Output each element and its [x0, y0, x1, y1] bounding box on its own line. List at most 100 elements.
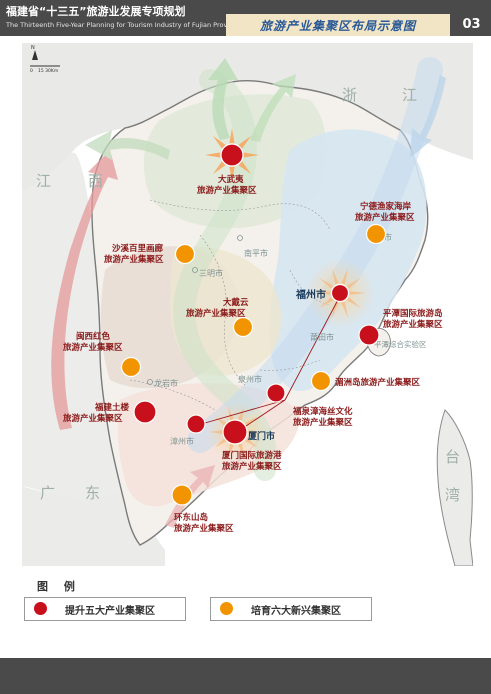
- region-zhejiang-1: 浙: [342, 86, 357, 104]
- neighbor-north: [22, 43, 473, 190]
- sun-ray: [331, 268, 339, 285]
- city-zhangzhou: 漳州市: [170, 436, 194, 446]
- sun-ray: [318, 277, 334, 289]
- label-silk-2: 旅游产业集聚区: [292, 417, 353, 428]
- sun-ray: [341, 301, 349, 318]
- page-header: 福建省“十三五”旅游业发展专项规划 The Thirteenth Five-Ye…: [0, 0, 491, 36]
- label-pingtan-2: 旅游产业集聚区: [382, 319, 443, 330]
- page-footer: [0, 658, 491, 694]
- label-minxi-2: 旅游产业集聚区: [62, 342, 123, 353]
- marker-meizhou[interactable]: [310, 370, 332, 392]
- taiwan-island: [436, 409, 473, 566]
- sun-ray: [238, 161, 252, 175]
- region-zhejiang-2: 江: [402, 86, 417, 104]
- city-quanzhou: 泉州市: [238, 374, 262, 384]
- cluster-labels: 大武夷 旅游产业集聚区 宁德渔家海岸 旅游产业集聚区 沙溪百里画廊 旅游产业集聚…: [62, 174, 443, 534]
- arrow-northeast-blue: [410, 75, 446, 158]
- sun-ray: [245, 437, 258, 448]
- sun-ray: [346, 277, 362, 289]
- label-ningde-1: 宁德渔家海岸: [360, 201, 412, 212]
- sun-ray: [212, 161, 226, 175]
- marker-ningde[interactable]: [365, 223, 387, 245]
- region-guangdong-2: 东: [85, 484, 100, 502]
- map-svg: N 0 15 30Km 浙 江 江 西 广 东 台 湾 南平市 三明市 宁德市 …: [22, 43, 473, 566]
- sun-ray: [237, 443, 245, 457]
- city-borders: [129, 199, 331, 411]
- city-xiamen: 厦门市: [248, 430, 275, 442]
- label-minxi-1: 闽西红色: [76, 331, 111, 342]
- marker-shaxi[interactable]: [174, 243, 196, 265]
- label-wuyishan-1: 大武夷: [218, 174, 244, 185]
- sun-ray: [245, 416, 258, 427]
- label-tulou-1: 福建土楼: [94, 402, 130, 413]
- document-title-english: The Thirteenth Five-Year Planning for To…: [6, 21, 241, 29]
- label-wuyishan-2: 旅游产业集聚区: [196, 185, 257, 196]
- marker-zhangzhou-silk[interactable]: [186, 414, 206, 434]
- sun-ray: [205, 152, 221, 158]
- sun-ray: [248, 429, 262, 435]
- label-ningde-2: 旅游产业集聚区: [354, 212, 415, 223]
- sun-ray: [214, 437, 227, 448]
- label-xiamen-1: 厦门国际旅游港: [222, 450, 282, 461]
- nanping-marker: [237, 235, 243, 241]
- label-shaxi-2: 旅游产业集聚区: [103, 254, 164, 265]
- sun-ray: [341, 268, 349, 285]
- label-dongshan-1: 环东山岛: [174, 512, 208, 523]
- wuyishan-rays: [205, 128, 259, 182]
- sanming-marker: [192, 267, 198, 273]
- scale-bar: N 0 15 30Km: [30, 45, 60, 74]
- marker-xiamen[interactable]: [222, 419, 248, 445]
- label-daiyun-1: 大戴云: [223, 297, 249, 308]
- label-xiamen-2: 旅游产业集聚区: [221, 461, 282, 472]
- legend-item-orange: 培育六大新兴集聚区: [210, 597, 372, 621]
- sun-ray: [229, 128, 235, 144]
- marker-dongshan[interactable]: [171, 484, 193, 506]
- sun-ray: [227, 443, 235, 457]
- sun-ray: [331, 301, 339, 318]
- region-guangdong-1: 广: [40, 484, 55, 502]
- sun-ray: [229, 166, 235, 182]
- marker-daiyun[interactable]: [232, 316, 254, 338]
- page-number: 03: [462, 17, 481, 32]
- legend-title: 图 例: [37, 580, 81, 593]
- marker-quanzhou-silk[interactable]: [266, 383, 286, 403]
- map-title: 旅游产业集聚区布局示意图: [260, 19, 417, 33]
- development-arrows: [51, 58, 446, 528]
- arrow-north-east-green: [250, 74, 296, 142]
- sun-ray: [243, 152, 259, 158]
- sun-ray: [212, 135, 226, 149]
- arrow-north-green: [208, 58, 238, 140]
- sun-ray: [227, 407, 235, 421]
- neighbor-west: [22, 152, 125, 502]
- region-taiwan-1: 台: [445, 448, 460, 466]
- marker-pingtan[interactable]: [358, 324, 380, 346]
- label-shaxi-1: 沙溪百里画廊: [112, 243, 164, 254]
- sun-ray: [238, 135, 252, 149]
- city-nanping: 南平市: [244, 248, 268, 258]
- label-pingtan-1: 平潭国际旅游岛: [383, 308, 443, 319]
- sun-ray: [349, 291, 366, 295]
- fuzhou-rays: [314, 268, 366, 318]
- marker-minxi[interactable]: [120, 356, 142, 378]
- region-taiwan-2: 湾: [445, 486, 460, 504]
- city-fuzhou: 福州市: [295, 288, 326, 301]
- north-label: N: [31, 45, 35, 51]
- city-pingtan-zone: 平潭综合实验区: [374, 339, 427, 349]
- scale-label: 15 30Km: [38, 68, 58, 74]
- region-labels: 浙 江 江 西 广 东 台 湾: [36, 86, 460, 504]
- marker-wuyishan[interactable]: [220, 143, 244, 167]
- north-arrow-icon: [32, 50, 38, 60]
- label-tulou-2: 旅游产业集聚区: [62, 413, 123, 424]
- city-sanming: 三明市: [199, 268, 223, 278]
- city-longyan: 龙岩市: [154, 378, 178, 388]
- sun-ray: [210, 429, 224, 435]
- marker-tulou[interactable]: [133, 400, 157, 424]
- cluster-markers: [120, 143, 387, 506]
- region-jiangxi-1: 江: [36, 172, 51, 190]
- orange-dot-icon: [220, 602, 233, 615]
- marker-fuzhou[interactable]: [330, 283, 350, 303]
- label-dongshan-2: 旅游产业集聚区: [173, 523, 234, 534]
- legend-label-orange: 培育六大新兴集聚区: [251, 606, 341, 617]
- sun-ray: [314, 291, 331, 295]
- header-titles: 福建省“十三五”旅游业发展专项规划 The Thirteenth Five-Ye…: [6, 3, 241, 29]
